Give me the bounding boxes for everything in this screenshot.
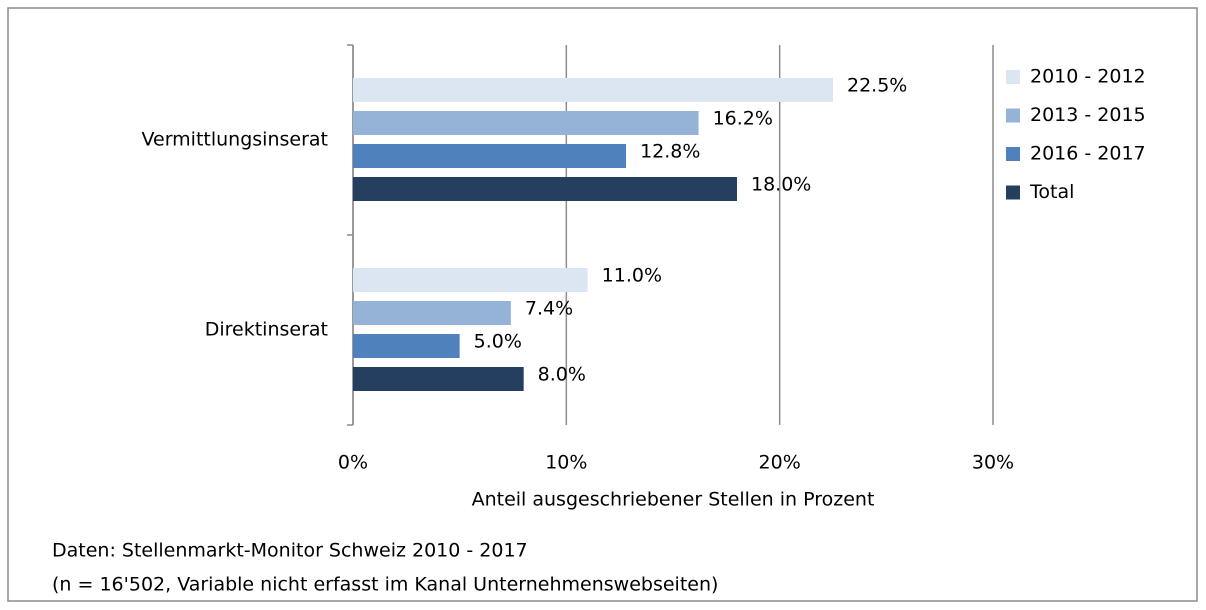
value-label: 11.0% xyxy=(602,265,662,287)
chart-border xyxy=(7,7,1198,602)
legend-label: 2010 - 2012 xyxy=(1030,66,1146,88)
value-label: 8.0% xyxy=(538,364,586,386)
legend-swatch xyxy=(1006,108,1020,123)
note: (n = 16'502, Variable nicht erfasst im K… xyxy=(52,574,718,596)
legend-swatch xyxy=(1006,70,1020,84)
x-tick-label: 0% xyxy=(338,452,368,474)
value-label: 16.2% xyxy=(713,108,773,130)
x-tick-label: 10% xyxy=(545,452,587,474)
value-label: 7.4% xyxy=(525,298,573,320)
bar xyxy=(353,301,511,325)
y-tick-label: Direktinserat xyxy=(205,319,328,341)
x-tick-label: 30% xyxy=(972,452,1014,474)
value-label: 5.0% xyxy=(474,331,522,353)
bar xyxy=(353,78,833,102)
bar xyxy=(353,177,737,201)
value-label: 12.8% xyxy=(640,141,700,163)
legend-swatch xyxy=(1006,185,1020,200)
legend-swatch xyxy=(1006,147,1020,161)
y-tick-label: Vermittlungsinserat xyxy=(141,129,328,151)
bar xyxy=(353,111,699,135)
bar xyxy=(353,268,588,292)
value-label: 18.0% xyxy=(751,174,811,196)
bar xyxy=(353,334,460,358)
x-axis-title: Anteil ausgeschriebener Stellen in Proze… xyxy=(472,489,875,511)
legend-label: 2016 - 2017 xyxy=(1030,143,1146,165)
bar xyxy=(353,367,524,391)
x-tick-label: 20% xyxy=(759,452,801,474)
bar xyxy=(353,144,627,168)
legend-label: Total xyxy=(1029,181,1074,203)
note: Daten: Stellenmarkt-Monitor Schweiz 2010… xyxy=(52,540,528,562)
legend-label: 2013 - 2015 xyxy=(1030,104,1146,126)
value-label: 22.5% xyxy=(847,75,907,97)
